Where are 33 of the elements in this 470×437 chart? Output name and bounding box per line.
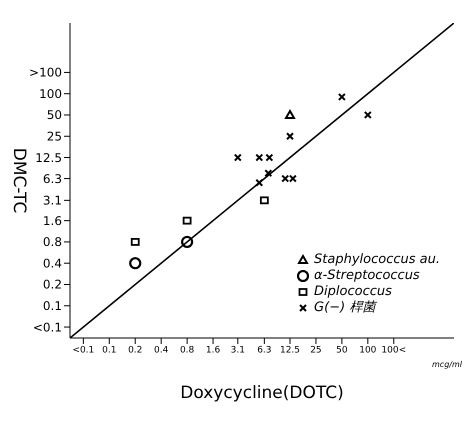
y-tick-label: 3.1 (42, 194, 62, 208)
x-tick-label: 50 (336, 345, 348, 356)
x-tick-label: <0.1 (72, 345, 94, 356)
y-tick-label: 0.1 (42, 299, 62, 314)
x-tick-label: 12.5 (280, 345, 300, 356)
y-axis-title: DMC-TC (8, 148, 29, 214)
x-tick-label: 0.8 (180, 345, 195, 356)
x-tick-label: 3.1 (230, 345, 245, 356)
x-tick-label: 25 (310, 345, 322, 356)
y-tick-label: 6.3 (42, 172, 62, 186)
y-tick-label: 0.4 (42, 256, 62, 270)
x-tick-label: 6.3 (257, 345, 272, 356)
x-tick-label: 0.4 (154, 345, 169, 356)
text: mcg/ml (432, 360, 462, 369)
legend-label: Staphylococcus au. (314, 252, 440, 268)
x-tick-label: 0.1 (102, 345, 116, 356)
x-tick-label: 100< (381, 345, 406, 356)
x-tick-label: 0.2 (128, 345, 142, 356)
y-tick-label: 0.8 (42, 235, 62, 250)
y-tick-label: 25 (46, 130, 62, 144)
legend-label: Diplococcus (314, 284, 392, 300)
y-tick-label: 0.2 (42, 278, 62, 292)
y-tick-label: 12.5 (35, 150, 62, 165)
legend-label: α-Streptococcus (314, 268, 420, 284)
legend-label: G(−) 桿菌 (314, 300, 376, 316)
y-tick-label: 1.6 (42, 214, 62, 228)
y-tick-label: 50 (46, 108, 62, 122)
y-tick-label: <0.1 (32, 320, 62, 334)
x-tick-label: 1.6 (206, 345, 220, 356)
y-tick-label: >100 (29, 66, 62, 80)
y-tick-label: 100 (39, 86, 62, 101)
x-tick-label: 100 (359, 345, 377, 356)
x-axis-title: Doxycycline(DOTC) (180, 383, 344, 403)
